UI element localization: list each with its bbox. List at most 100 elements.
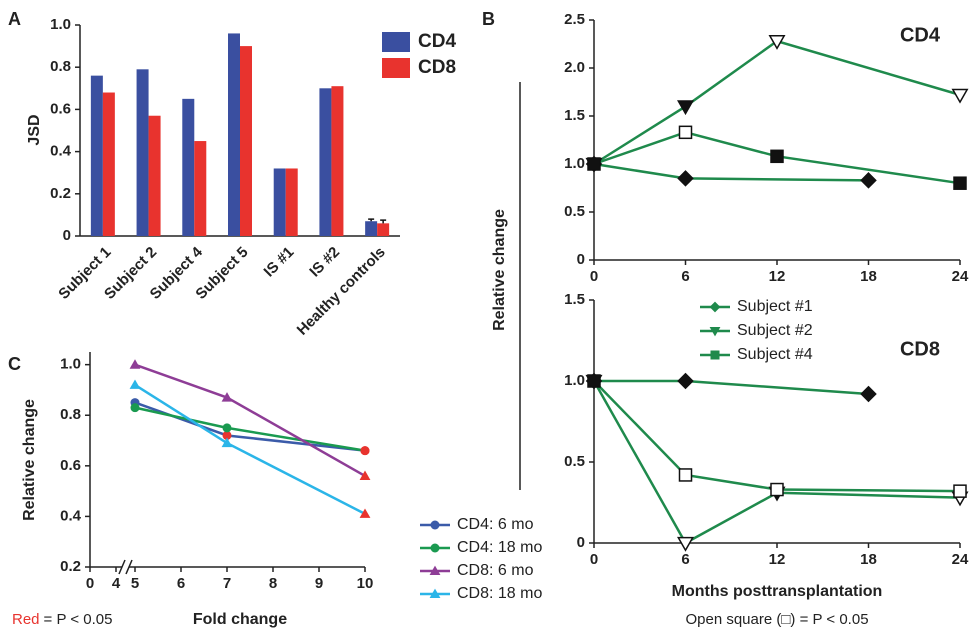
x-tick-label: 24	[952, 551, 969, 568]
legend-label: CD8: 6 mo	[457, 562, 534, 579]
x-tick-label: 12	[769, 268, 786, 285]
marker	[953, 176, 967, 190]
bar	[240, 46, 252, 236]
note-highlight: Red	[12, 611, 40, 628]
y-tick-label: 0	[577, 534, 585, 551]
marker	[222, 423, 232, 433]
bar	[136, 69, 149, 236]
marker	[359, 470, 371, 480]
note: Open square (□) = P < 0.05	[685, 611, 868, 628]
bar	[228, 33, 240, 236]
series-line	[594, 379, 869, 396]
series-line	[134, 383, 366, 515]
bar	[182, 98, 195, 236]
marker	[429, 565, 441, 576]
legend-label: CD4: 6 mo	[457, 516, 534, 533]
chart-title: CD4	[900, 24, 941, 46]
series-line	[134, 363, 366, 478]
x-tick-label: 8	[269, 575, 277, 592]
y-axis-label: Relative change	[21, 399, 38, 521]
legend-label: CD8: 18 mo	[457, 585, 542, 602]
y-tick-label: 0.6	[60, 457, 81, 474]
y-tick-label: 1.0	[564, 372, 585, 389]
x-tick-label: 7	[223, 575, 231, 592]
panel-label: B	[482, 9, 495, 29]
y-tick-label: 1.0	[50, 16, 71, 33]
legend-swatch	[382, 32, 410, 52]
marker	[430, 520, 440, 530]
x-axis-label: Fold change	[193, 611, 287, 628]
x-tick-label: 0	[86, 575, 94, 592]
y-tick-label: 2.5	[564, 11, 585, 28]
panel-label: A	[8, 9, 21, 29]
x-tick-label: 0	[590, 268, 598, 285]
y-tick-label: 1.0	[564, 155, 585, 172]
legend-label: CD8	[418, 57, 456, 78]
marker	[359, 508, 371, 518]
x-tick-label: 6	[681, 268, 689, 285]
y-tick-label: 0.8	[50, 58, 71, 75]
bar	[365, 221, 378, 236]
marker	[677, 536, 694, 552]
panel-label: C	[8, 354, 21, 374]
series-line	[593, 162, 869, 182]
x-axis-label: Months posttransplantation	[672, 583, 883, 600]
x-tick-label: IS #2	[306, 244, 343, 281]
bar	[319, 88, 332, 236]
y-tick-label: 0.2	[50, 185, 71, 202]
y-tick-label: 0.4	[60, 507, 82, 524]
x-tick-label: 12	[769, 551, 786, 568]
bar	[273, 168, 286, 236]
marker	[587, 374, 601, 388]
x-tick-label: Healthy controls	[294, 244, 389, 339]
y-tick-label: 1.5	[564, 291, 585, 308]
y-tick-label: 1.0	[60, 356, 81, 373]
bar	[102, 92, 115, 237]
marker	[430, 543, 440, 553]
marker	[221, 392, 233, 402]
marker	[951, 88, 969, 104]
note-text: Open square (□) = P < 0.05	[685, 611, 868, 628]
legend-label: CD4: 18 mo	[457, 539, 542, 556]
marker	[710, 350, 720, 360]
legend-swatch	[382, 58, 410, 78]
bar	[148, 115, 161, 236]
y-tick-label: 0	[63, 227, 71, 244]
y-tick-label: 0.5	[564, 453, 585, 470]
marker	[677, 100, 694, 116]
marker	[129, 379, 141, 389]
marker	[770, 482, 784, 497]
marker	[677, 372, 694, 390]
marker	[129, 359, 141, 369]
x-tick-label: 6	[681, 551, 689, 568]
bar	[194, 141, 207, 236]
marker	[222, 430, 232, 440]
y-tick-label: 0	[577, 251, 585, 268]
marker	[221, 437, 233, 448]
bar	[377, 223, 390, 236]
marker	[678, 125, 693, 140]
series-line	[592, 380, 961, 545]
series-line	[134, 406, 366, 452]
error-bar	[380, 219, 387, 224]
series-line	[593, 131, 961, 185]
x-tick-label: IS #1	[261, 244, 298, 281]
x-tick-label: 6	[177, 575, 185, 592]
y-tick-label: 2.0	[564, 59, 585, 76]
marker	[860, 172, 877, 189]
bar	[285, 168, 298, 236]
marker	[678, 468, 693, 482]
x-tick-label: 18	[860, 268, 877, 285]
marker	[429, 588, 441, 599]
marker	[709, 301, 721, 313]
bar	[331, 86, 344, 236]
series-line	[593, 39, 961, 166]
marker	[677, 170, 694, 187]
x-tick-label: 18	[860, 551, 877, 568]
marker	[768, 34, 786, 50]
y-tick-label: 0.8	[60, 406, 81, 423]
legend-label: Subject #1	[737, 298, 813, 315]
legend-label: CD4	[418, 31, 456, 52]
x-tick-label: 9	[315, 575, 323, 592]
